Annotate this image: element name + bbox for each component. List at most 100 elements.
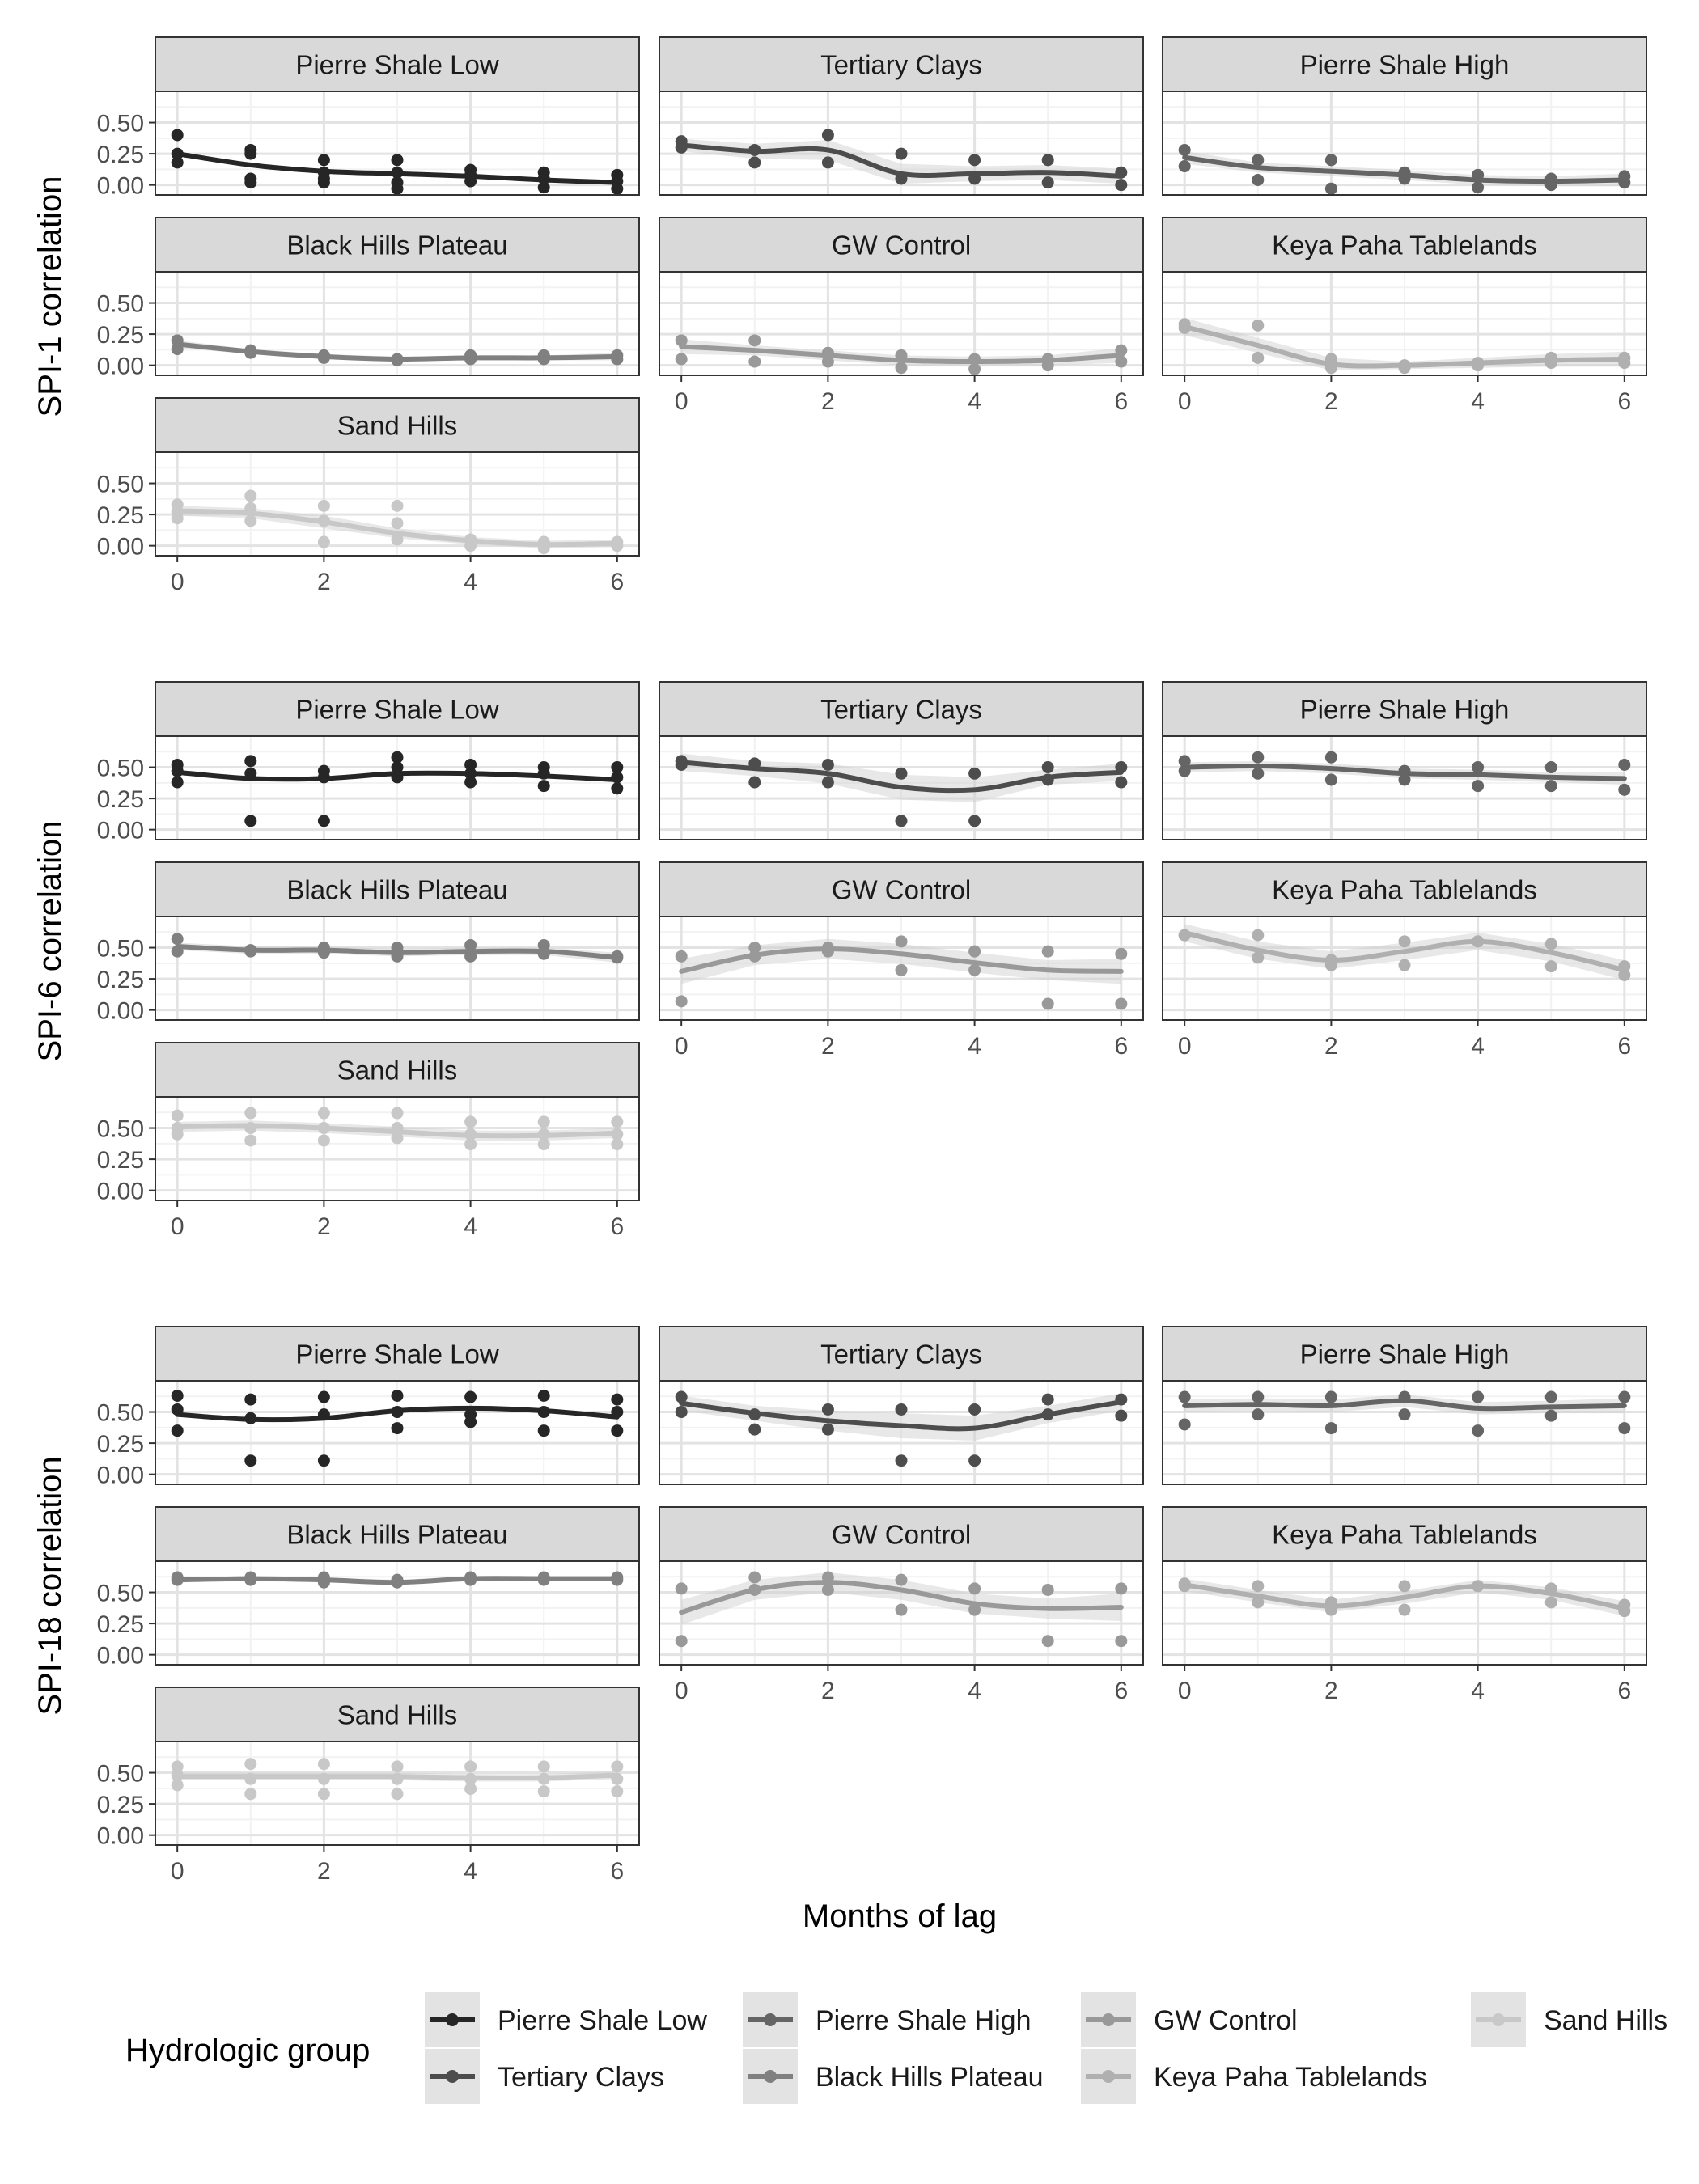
- data-point: [391, 499, 404, 512]
- data-point: [317, 1454, 330, 1467]
- x-tick-label: 6: [1114, 1033, 1128, 1060]
- y-tick-label: 0.50: [97, 472, 144, 498]
- y-tick-label: 0.25: [97, 1431, 144, 1458]
- data-point: [611, 761, 624, 774]
- smooth-line: [175, 944, 620, 960]
- facet-strip: [659, 217, 1144, 273]
- data-point: [968, 963, 981, 976]
- data-point: [537, 1760, 550, 1773]
- facet: Black Hills Plateau 0.00 0.25 0.50: [97, 861, 640, 1025]
- legend-entry: Pierre Shale Low: [425, 1992, 707, 2047]
- data-point: [244, 514, 257, 527]
- data-point: [675, 1406, 688, 1419]
- legend-key-point: [1492, 2013, 1505, 2026]
- data-point: [1472, 1424, 1485, 1437]
- facet-title: Pierre Shale High: [1300, 1340, 1510, 1369]
- data-point: [391, 761, 404, 774]
- data-point: [391, 517, 404, 530]
- facet-strip: [155, 1326, 640, 1382]
- data-point: [1252, 1408, 1265, 1421]
- y-axis-label: SPI-18 correlation: [32, 1456, 68, 1715]
- facet: GW Control 0 2 4 6: [659, 217, 1144, 415]
- data-point: [1472, 1390, 1485, 1403]
- data-point: [537, 938, 550, 951]
- data-point: [1252, 1596, 1265, 1609]
- panel-border: [155, 1096, 640, 1201]
- confidence-band: [1184, 151, 1625, 187]
- data-point: [748, 334, 761, 347]
- x-tick-label: 4: [968, 388, 981, 415]
- facet-title: Keya Paha Tablelands: [1272, 875, 1537, 905]
- facet: GW Control 0 2 4 6: [659, 1506, 1144, 1704]
- data-point: [1398, 1408, 1411, 1421]
- data-point: [1252, 751, 1265, 764]
- y-tick-label: 0.00: [97, 1823, 144, 1850]
- data-point: [464, 1416, 477, 1428]
- x-tick-label: 2: [317, 569, 331, 595]
- y-tick-label: 0.50: [97, 756, 144, 782]
- data-point: [1544, 1390, 1557, 1403]
- data-point: [611, 1760, 624, 1773]
- data-point: [1472, 181, 1485, 194]
- legend-label: Tertiary Clays: [498, 2062, 664, 2093]
- data-point: [748, 1571, 761, 1584]
- facet-title: Tertiary Clays: [820, 50, 982, 80]
- data-point: [317, 1134, 330, 1147]
- data-point: [968, 815, 981, 827]
- y-tick-label: 0.50: [97, 291, 144, 318]
- x-tick-label: 6: [1114, 1678, 1128, 1704]
- smooth-line: [679, 946, 1124, 974]
- data-point: [317, 154, 330, 167]
- data-point: [391, 154, 404, 167]
- facet-strip: [155, 681, 640, 737]
- facet-strip: [659, 1506, 1144, 1562]
- data-point: [244, 147, 257, 160]
- x-tick-label: 4: [1471, 388, 1485, 415]
- data-point: [171, 512, 184, 525]
- data-point: [895, 815, 908, 827]
- data-point: [968, 154, 981, 167]
- x-tick-label: 6: [610, 569, 624, 595]
- data-point: [1544, 938, 1557, 950]
- data-point: [748, 776, 761, 789]
- x-tick-label: 2: [1324, 388, 1338, 415]
- data-point: [895, 767, 908, 780]
- data-point: [968, 1603, 981, 1616]
- legend-label: Pierre Shale High: [816, 2005, 1031, 2036]
- legend-entry: GW Control: [1081, 1992, 1298, 2047]
- data-point: [968, 362, 981, 375]
- data-point: [1252, 154, 1265, 167]
- data-point: [171, 1390, 184, 1403]
- smooth-line: [1182, 930, 1627, 973]
- facet-title: Black Hills Plateau: [286, 1520, 507, 1550]
- data-point: [1252, 1390, 1265, 1403]
- x-tick-label: 0: [171, 1858, 184, 1885]
- x-tick-label: 0: [675, 1033, 688, 1060]
- legend-label: Black Hills Plateau: [816, 2062, 1044, 2093]
- data-point: [171, 933, 184, 946]
- panel-border: [155, 735, 640, 840]
- panel-border: [659, 91, 1144, 196]
- data-point: [244, 815, 257, 827]
- y-tick-label: 0.00: [97, 534, 144, 561]
- data-point: [244, 1134, 257, 1147]
- data-point: [611, 182, 624, 195]
- x-tick-label: 4: [1471, 1033, 1485, 1060]
- y-tick-label: 0.25: [97, 967, 144, 993]
- data-point: [391, 1422, 404, 1435]
- facet: Keya Paha Tablelands 0 2 4 6: [1162, 217, 1647, 415]
- data-point: [895, 362, 908, 375]
- data-point: [968, 1454, 981, 1467]
- data-point: [821, 156, 834, 169]
- smooth-line: [175, 1576, 620, 1585]
- y-tick-label: 0.25: [97, 1147, 144, 1174]
- data-point: [317, 1758, 330, 1771]
- panel-group: SPI-1 correlation Pierre Shale Low 0.00 0.2…: [32, 36, 1647, 595]
- data-point: [1398, 959, 1411, 971]
- data-point: [675, 353, 688, 366]
- x-tick-label: 0: [171, 569, 184, 595]
- facet-title: Pierre Shale Low: [295, 695, 498, 725]
- data-point: [1041, 1393, 1054, 1406]
- data-point: [895, 963, 908, 976]
- data-point: [1041, 1583, 1054, 1596]
